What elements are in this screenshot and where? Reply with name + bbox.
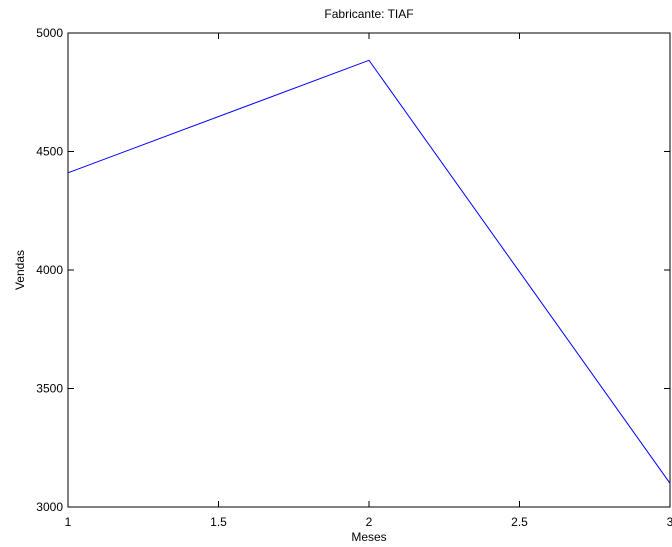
chart-title: Fabricante: TIAF xyxy=(324,7,413,21)
x-tick-label: 1 xyxy=(65,515,72,529)
x-tick-label: 1.5 xyxy=(210,515,227,529)
y-axis: 3000 3500 4000 4500 5000 xyxy=(36,26,670,514)
x-tick-label: 3 xyxy=(667,515,672,529)
y-axis-title: Vendas xyxy=(13,250,27,290)
series-line xyxy=(67,59,671,484)
y-tick-label: 3000 xyxy=(36,500,63,514)
y-tick-label: 5000 xyxy=(36,26,63,40)
y-tick-label: 4000 xyxy=(36,263,63,277)
y-tick-label: 4500 xyxy=(36,145,63,159)
x-axis: 1 1.5 2 2.5 3 xyxy=(65,33,672,529)
y-tick-label: 3500 xyxy=(36,382,63,396)
x-tick-label: 2 xyxy=(366,515,373,529)
series-layer xyxy=(67,59,671,484)
x-axis-title: Meses xyxy=(351,530,386,544)
x-tick-label: 2.5 xyxy=(511,515,528,529)
